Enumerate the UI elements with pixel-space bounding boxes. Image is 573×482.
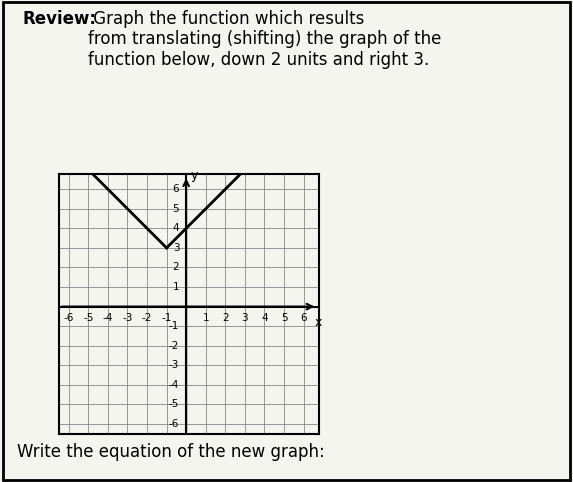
Text: -5: -5 <box>83 313 93 323</box>
Text: x: x <box>315 316 322 329</box>
Text: y: y <box>191 169 198 182</box>
Text: 2: 2 <box>222 313 229 323</box>
Text: -1: -1 <box>162 313 172 323</box>
Text: 4: 4 <box>261 313 268 323</box>
Text: 5: 5 <box>281 313 287 323</box>
Text: -3: -3 <box>169 361 179 370</box>
Text: -1: -1 <box>169 321 179 331</box>
Text: 5: 5 <box>172 204 179 214</box>
Text: -6: -6 <box>64 313 74 323</box>
Text: 3: 3 <box>242 313 248 323</box>
Text: Graph the function which results
from translating (shifting) the graph of the
fu: Graph the function which results from tr… <box>88 10 442 69</box>
Text: -5: -5 <box>169 400 179 409</box>
Text: 2: 2 <box>172 263 179 272</box>
Text: -6: -6 <box>169 419 179 429</box>
Text: -2: -2 <box>142 313 152 323</box>
Text: 3: 3 <box>172 243 179 253</box>
Text: 1: 1 <box>172 282 179 292</box>
Text: Write the equation of the new graph:: Write the equation of the new graph: <box>17 443 325 461</box>
Text: 1: 1 <box>202 313 209 323</box>
Text: Review:: Review: <box>22 10 96 27</box>
Text: -3: -3 <box>122 313 132 323</box>
Text: -4: -4 <box>103 313 113 323</box>
Text: -2: -2 <box>169 341 179 351</box>
Text: -4: -4 <box>169 380 179 390</box>
Text: 6: 6 <box>172 184 179 194</box>
Text: 4: 4 <box>172 223 179 233</box>
Text: 6: 6 <box>300 313 307 323</box>
